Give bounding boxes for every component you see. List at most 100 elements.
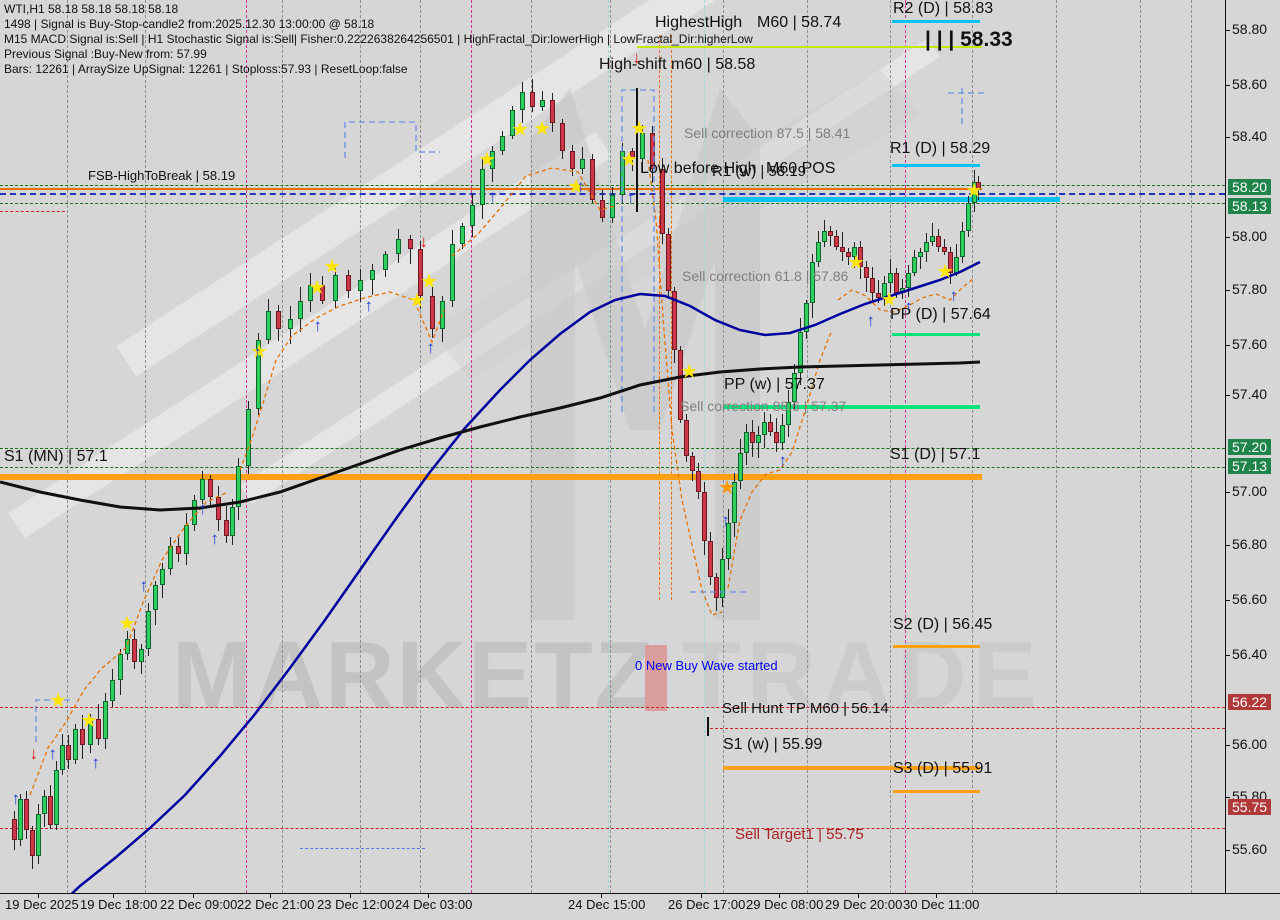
candle: [333, 275, 338, 301]
pp-daily-line: [892, 333, 980, 336]
buy-arrow-icon: ↑: [904, 296, 914, 316]
star-signal-icon: ★: [966, 180, 982, 200]
buy-arrow-icon: ↑: [313, 315, 323, 335]
time-axis-label: 22 Dec 09:00: [160, 897, 238, 912]
candle: [780, 424, 785, 443]
chart-canvas[interactable]: ★ ★ ★ ★ ★ ★ ★ ★ ★ ★ ★ ★ ★ ★ ★ ★ ★ ★ ★ ★ ↑ ↑ ↑ ↑ ↑ ↑ ↑ ↑ ↑ ↑ ↑ ↑ ↑ ↑ ↑ ↑ ↑ ↑ ↓ ↓…: [0, 0, 1225, 893]
s3-daily-line: [893, 790, 980, 793]
candle: [762, 422, 767, 436]
bottom-blue-dash: [300, 848, 425, 849]
grid-line-vertical: [807, 0, 808, 893]
candle: [696, 471, 701, 492]
candle: [110, 680, 115, 701]
grid-line-vertical: [67, 0, 68, 893]
candle: [954, 257, 959, 273]
candle: [840, 246, 845, 252]
candle: [132, 638, 137, 663]
candle: [732, 481, 737, 523]
candle: [846, 251, 851, 258]
candle: [640, 133, 645, 159]
price-axis-border: [1225, 0, 1226, 894]
grid-line-vertical: [282, 0, 283, 893]
indicator-overlays: [0, 88, 985, 893]
candle: [750, 432, 755, 443]
highlight-vertical-line: [608, 0, 609, 893]
candle: [774, 432, 779, 443]
grid-line-vertical: [531, 0, 532, 893]
buy-arrow-icon: ↑: [866, 310, 876, 330]
buy-arrow-icon: ↑: [11, 788, 21, 808]
candle: [972, 182, 977, 203]
time-axis-label: 22 Dec 21:00: [237, 897, 315, 912]
buy-arrow-icon: ↑: [626, 187, 636, 207]
candle: [500, 135, 505, 152]
star-signal-icon: ★: [534, 118, 550, 138]
time-axis-tick: [38, 893, 39, 898]
candle: [888, 272, 893, 283]
fractal-vertical-line: [659, 35, 660, 600]
candle: [930, 236, 935, 242]
candle: [236, 466, 241, 508]
star-signal-icon: ★: [50, 690, 66, 710]
candle: [153, 584, 158, 611]
time-axis-tick: [701, 893, 702, 898]
sell-hunt-label: Sell Hunt TP M60 | 56.14: [722, 700, 889, 717]
candle: [298, 300, 303, 319]
sell-arrow-icon: ↓: [29, 743, 39, 763]
buy-arrow-icon: ↑: [48, 743, 58, 763]
candle: [30, 829, 35, 856]
candle: [738, 453, 743, 482]
price-axis-badge: 55.75: [1228, 799, 1272, 815]
star-signal-icon: ★: [631, 118, 647, 138]
time-axis-tick: [601, 893, 602, 898]
time-axis-tick: [113, 893, 114, 898]
s1-monthly-label: S1 (MN) | 57.1: [4, 448, 108, 465]
candle: [672, 290, 677, 350]
star-signal-icon: ★: [881, 289, 897, 309]
candle: [918, 251, 923, 258]
buy-arrow-icon: ↑: [488, 186, 498, 206]
time-axis-label: 29 Dec 08:00: [746, 897, 824, 912]
time-axis-label: 26 Dec 17:00: [668, 897, 746, 912]
level-56-22-dash: [0, 707, 1225, 708]
price-axis-tick: [1225, 850, 1230, 851]
candle: [720, 558, 725, 598]
candle-wick: [632, 148, 633, 172]
price-axis-label: 56.40: [1232, 646, 1268, 662]
trail-stop-line: [647, 159, 723, 616]
candle: [570, 151, 575, 170]
buy-arrow-icon: ↑: [139, 575, 149, 595]
period-separator-line: [471, 0, 472, 893]
info-quote-line: WTI,H1 58.18 58.18 58.18 58.18: [4, 2, 179, 16]
price-axis-badge: 58.20: [1228, 179, 1272, 195]
star-signal-icon: ★: [937, 261, 953, 281]
grid-line-vertical: [420, 0, 421, 893]
candle: [176, 546, 181, 554]
candle: [139, 649, 144, 663]
r2-daily-label: R2 (D) | 58.83: [893, 0, 994, 17]
buy-arrow-icon: ↑: [198, 498, 208, 518]
grid-line-vertical: [145, 0, 146, 893]
candle: [396, 238, 401, 255]
price-axis-tick: [1225, 290, 1230, 291]
candle: [288, 318, 293, 330]
watermark-red-block: [645, 645, 667, 711]
fsb-label: FSB-HighToBreak | 58.19: [88, 168, 236, 183]
price-axis-label: 55.60: [1232, 841, 1268, 857]
low-before-high-label: Low before High: [640, 160, 757, 177]
price-axis-badge: 56.22: [1228, 694, 1272, 710]
grid-line-vertical: [610, 0, 611, 893]
candle: [702, 491, 707, 541]
star-signal-icon: ★: [421, 271, 437, 291]
price-axis-label: 58.00: [1232, 228, 1268, 244]
time-axis-label: 24 Dec 03:00: [395, 897, 473, 912]
candle: [906, 272, 911, 288]
candle: [460, 226, 465, 245]
buy-wave-label: 0 New Buy Wave started: [635, 658, 778, 673]
s1-monthly-line: [0, 474, 982, 480]
candle: [828, 231, 833, 237]
buy-arrow-icon: ↑: [91, 752, 101, 772]
candle: [450, 244, 455, 301]
sell-correction-875-label: Sell correction 87.5 | 58.41: [684, 125, 851, 141]
